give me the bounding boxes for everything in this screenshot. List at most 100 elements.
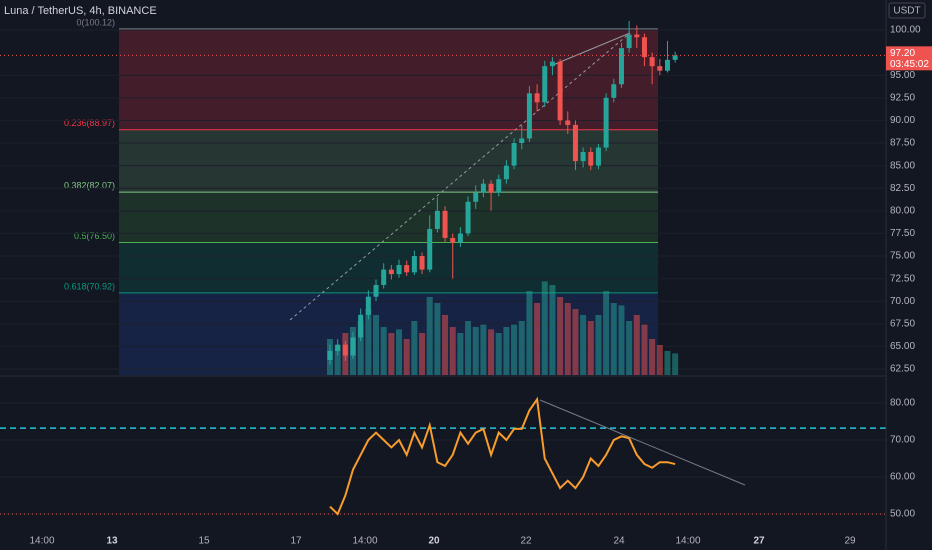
volume-bar: [465, 321, 472, 375]
price-tick-label: 90.00: [890, 115, 915, 126]
countdown-label: 03:45:02: [890, 59, 929, 70]
candle-body: [503, 165, 509, 180]
fib-layer: 0(100.12) 0.236(88.97) 0.382(82.07) 0.5(76.…: [64, 17, 658, 375]
price-axis: [886, 0, 932, 550]
rsi-tick-label: 80.00: [890, 398, 915, 409]
time-label: 15: [198, 536, 210, 547]
volume-bar: [449, 327, 456, 375]
volume-bar: [526, 291, 533, 375]
candle-body: [557, 61, 563, 121]
volume-bar: [442, 315, 449, 375]
volume-bar: [580, 315, 587, 375]
volume-bar: [518, 321, 525, 375]
volume-bar: [411, 321, 418, 375]
candle-body: [396, 265, 402, 275]
last-price-label: 97.20: [890, 48, 915, 59]
volume-bar: [503, 327, 510, 375]
candle-body: [373, 284, 379, 297]
currency-box[interactable]: [888, 2, 926, 19]
time-axis: 14:00 13 15 17 14:00 20 22 24 14:00 27 2…: [29, 536, 856, 547]
candle-body: [626, 34, 632, 49]
candle-body: [534, 93, 540, 103]
volume-bar: [633, 315, 640, 375]
candle-body: [381, 269, 387, 285]
candle-body: [388, 269, 394, 275]
price-tick-label: 87.50: [890, 138, 915, 149]
candle-body: [442, 210, 448, 238]
volume-bar: [595, 315, 602, 375]
fib-label: 0.382(82.07): [64, 180, 115, 190]
candle-body: [572, 124, 578, 162]
candle-body: [511, 143, 517, 166]
candle-body: [350, 337, 356, 356]
fib-label: 0(100.12): [76, 17, 115, 27]
volume-bar: [641, 324, 648, 375]
candle-body: [603, 97, 609, 148]
candle-body: [611, 84, 617, 98]
time-label: 29: [844, 536, 856, 547]
fib-zone: [119, 28, 658, 130]
volume-bar: [403, 339, 410, 375]
candle-body: [411, 256, 417, 273]
price-tick-label: 82.50: [890, 183, 915, 194]
candle-body: [618, 48, 624, 85]
volume-bar: [664, 351, 671, 375]
chart-title: Luna / TetherUS, 4h, BINANCE: [4, 5, 157, 17]
candle-body: [327, 350, 333, 360]
volume-bar: [426, 297, 433, 375]
time-label: 14:00: [675, 536, 700, 547]
candle-body: [450, 237, 456, 243]
candle-body: [358, 314, 364, 338]
candle-body: [473, 192, 479, 202]
candle-body: [427, 228, 433, 270]
volume-bar: [649, 339, 656, 375]
candle-body: [664, 59, 670, 71]
currency[interactable]: USDT: [893, 6, 920, 17]
time-label: 22: [520, 536, 532, 547]
candle-body: [457, 233, 463, 243]
volume-bar: [480, 324, 487, 375]
volume-bar: [564, 303, 571, 375]
volume-bar: [419, 333, 426, 375]
volume-bar: [388, 333, 395, 375]
volume-bar: [511, 324, 518, 375]
volume-bar: [610, 303, 617, 375]
price-tick-label: 95.00: [890, 70, 915, 81]
volume-bar: [357, 321, 364, 375]
candle-body: [649, 57, 655, 67]
volume-bar: [396, 329, 403, 375]
trend-line: [552, 32, 631, 66]
fib-zone: [119, 129, 658, 193]
price-tick-label: 92.50: [890, 92, 915, 103]
volume-bar: [541, 281, 548, 375]
price-tick-label: 80.00: [890, 205, 915, 216]
volume-bar: [380, 327, 387, 375]
rsi-line: [329, 396, 676, 516]
candle-body: [519, 138, 525, 144]
price-tick-label: 62.50: [890, 364, 915, 375]
candle-body: [641, 37, 647, 58]
price-tick-label: 100.00: [890, 25, 921, 36]
time-label: 14:00: [352, 536, 377, 547]
candle-body: [595, 147, 601, 166]
volume-bar: [672, 353, 679, 375]
rsi-layer: [0, 396, 886, 516]
candle-body: [542, 66, 548, 103]
volume-bar: [457, 333, 464, 375]
candle-body: [496, 179, 502, 193]
candle-body: [580, 152, 586, 162]
candle-body: [480, 183, 486, 193]
time-label: 20: [428, 536, 440, 547]
candle-body: [335, 344, 341, 351]
volume-bar: [618, 305, 625, 375]
time-label: 17: [290, 536, 302, 547]
price-tick-label: 77.50: [890, 228, 915, 239]
volume-bar: [587, 321, 594, 375]
time-label: 14:00: [29, 536, 54, 547]
candle-body: [549, 61, 555, 67]
candle-body: [588, 152, 594, 166]
volume-bar: [434, 303, 441, 375]
time-label: 13: [106, 536, 118, 547]
rsi-tick-label: 60.00: [890, 472, 915, 483]
volume-bar: [534, 303, 541, 375]
